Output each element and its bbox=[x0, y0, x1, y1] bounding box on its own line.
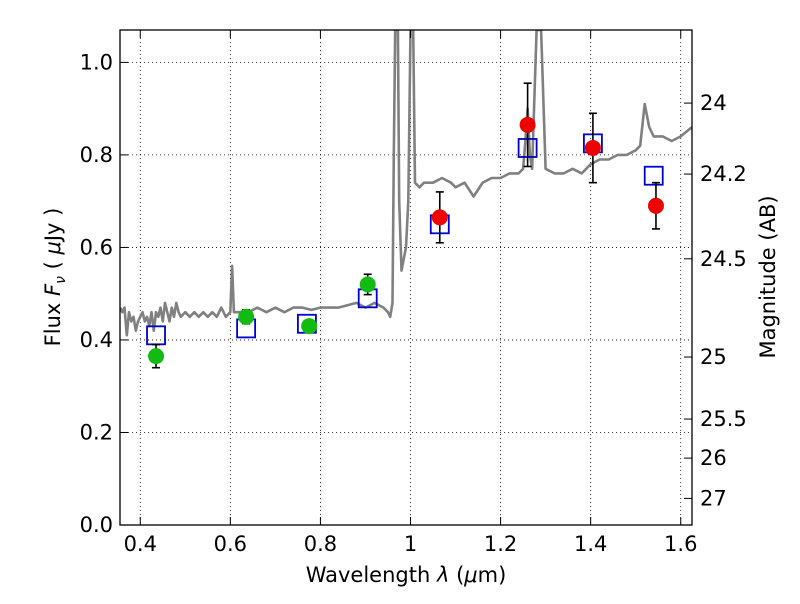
x-tick-label: 0.6 bbox=[214, 532, 247, 556]
y2-tick-label: 25.5 bbox=[700, 407, 747, 431]
y2-tick-label: 25 bbox=[700, 345, 727, 369]
spectrum-line bbox=[120, 30, 692, 337]
y-tick-label: 0.6 bbox=[80, 235, 113, 259]
data-point bbox=[148, 348, 165, 365]
x-tick-label: 1.4 bbox=[574, 532, 607, 556]
gridlines bbox=[120, 30, 692, 526]
x-tick-label: 1 bbox=[404, 532, 417, 556]
data-point bbox=[431, 209, 448, 226]
data-point bbox=[584, 139, 601, 156]
y-tick-label: 0.2 bbox=[80, 420, 113, 444]
plot-area bbox=[120, 30, 692, 369]
data-point bbox=[238, 308, 255, 325]
y2-tick-label: 26 bbox=[700, 446, 727, 470]
axis-ticks: 0.4 0.6 0.8 1 1.2 1.4 1.6 0.0 0.2 0.4 0.6 0.8 1.0 24 2… bbox=[80, 30, 747, 556]
model-square bbox=[146, 325, 166, 346]
data-point bbox=[359, 276, 376, 293]
data-point bbox=[519, 116, 536, 133]
y2-tick-label: 24.2 bbox=[700, 162, 747, 186]
y2-tick-label: 27 bbox=[700, 486, 727, 510]
x-axis-label: Wavelength λ (μm) bbox=[306, 563, 507, 587]
y-tick-label: 1.0 bbox=[80, 50, 113, 74]
x-tick-label: 1.6 bbox=[664, 532, 697, 556]
model-square bbox=[643, 165, 664, 186]
y2-tick-label: 24 bbox=[700, 91, 727, 115]
plot-frame bbox=[119, 29, 693, 526]
y-axis-label: Flux Fν ( μJy ) bbox=[41, 208, 69, 347]
y-tick-label: 0.4 bbox=[80, 328, 113, 352]
y-tick-label: 0.0 bbox=[80, 513, 113, 537]
y2-tick-label: 24.5 bbox=[700, 247, 747, 271]
y-tick-label: 0.8 bbox=[80, 143, 113, 167]
data-point bbox=[301, 318, 318, 335]
x-tick-label: 0.4 bbox=[124, 532, 157, 556]
x-tick-label: 1.2 bbox=[484, 532, 517, 556]
y2-axis-label: Magnitude (AB) bbox=[756, 195, 780, 358]
x-tick-label: 0.8 bbox=[304, 532, 337, 556]
data-point bbox=[647, 197, 664, 214]
